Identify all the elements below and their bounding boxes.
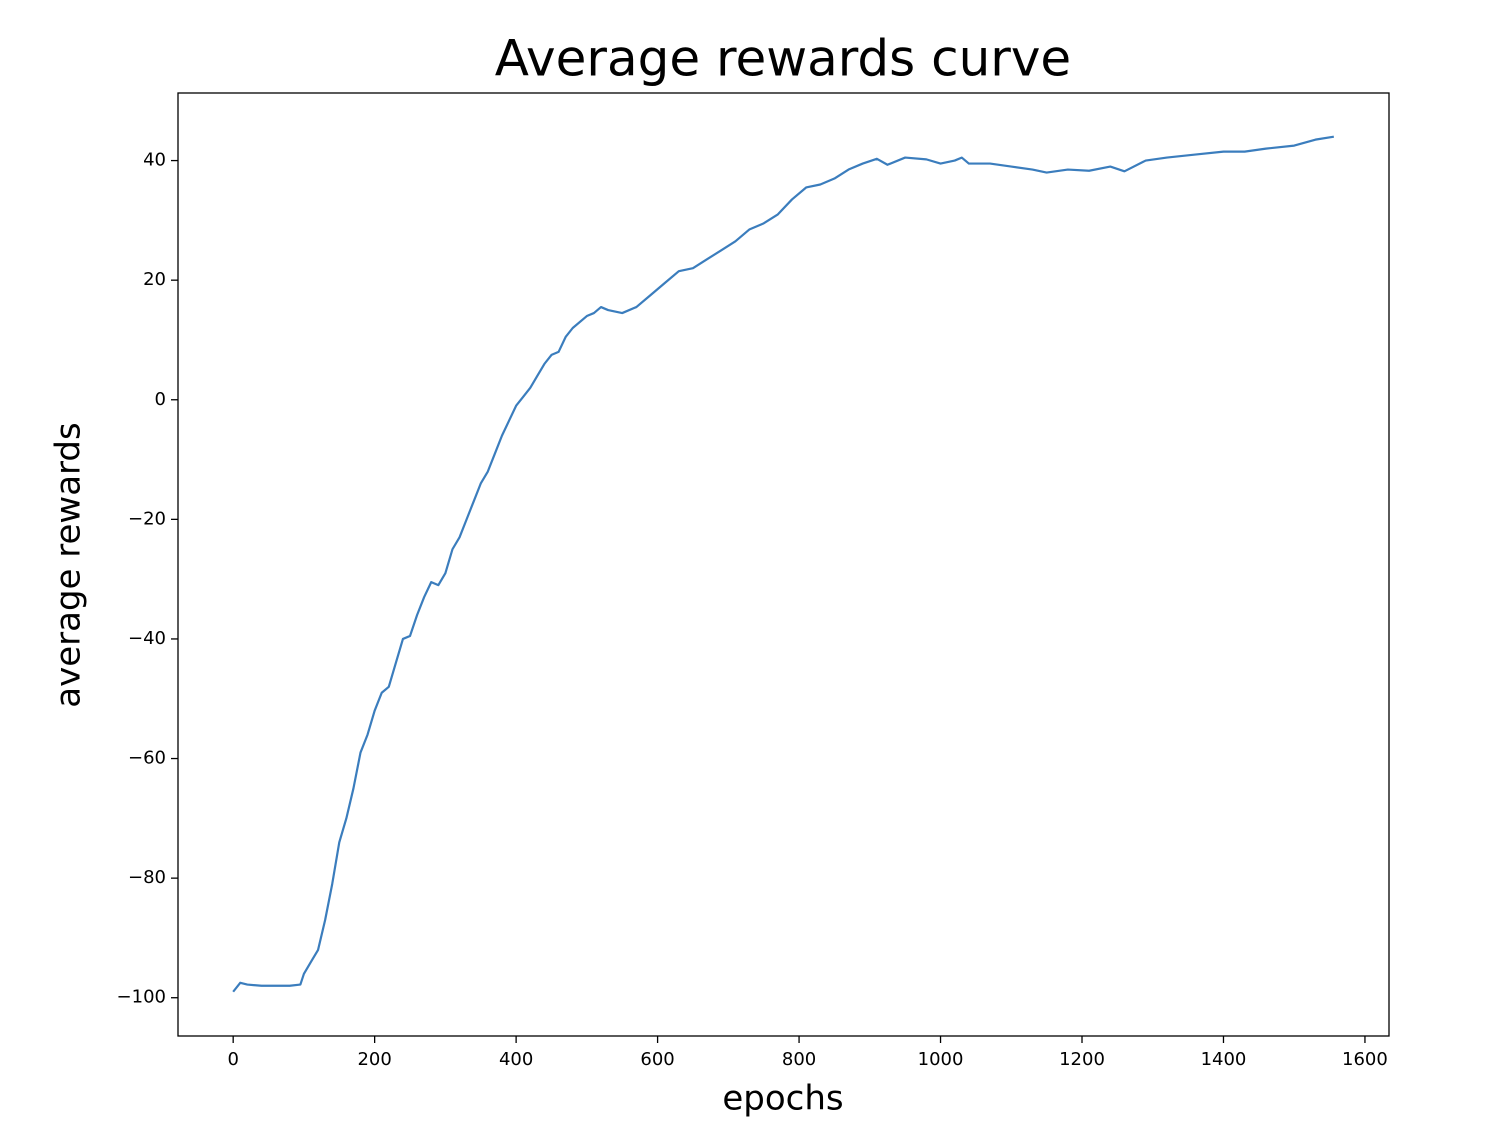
x-tick-label: 1400: [1201, 1049, 1247, 1070]
x-tick-label: 800: [782, 1049, 816, 1070]
y-tick-label: −40: [128, 628, 166, 649]
y-tick-label: 20: [143, 269, 166, 290]
y-tick-label: −20: [128, 508, 166, 529]
x-tick-label: 400: [499, 1049, 533, 1070]
chart-title: Average rewards curve: [495, 30, 1071, 88]
y-tick-label: −100: [117, 987, 166, 1008]
x-tick-label: 200: [357, 1049, 391, 1070]
y-tick-label: −60: [128, 748, 166, 769]
y-tick-label: 40: [143, 150, 166, 171]
x-tick-label: 1200: [1059, 1049, 1105, 1070]
y-tick-label: 0: [155, 389, 166, 410]
y-tick-label: −80: [128, 867, 166, 888]
y-axis-label: average rewards: [49, 422, 89, 707]
x-tick-label: 1000: [918, 1049, 964, 1070]
data-line: [232, 135, 1335, 993]
plot-frame: [177, 92, 1390, 1037]
x-tick-label: 0: [227, 1049, 238, 1070]
x-tick-label: 600: [640, 1049, 674, 1070]
x-tick-label: 1600: [1342, 1049, 1388, 1070]
x-axis-label: epochs: [722, 1079, 843, 1119]
